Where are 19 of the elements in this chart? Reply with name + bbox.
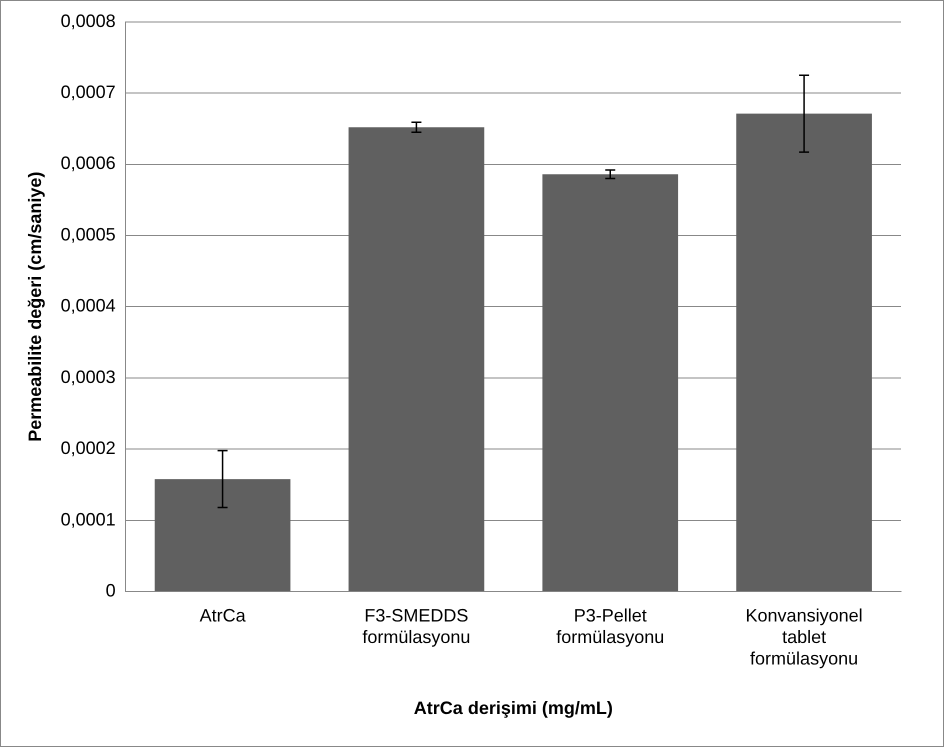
bar	[736, 114, 872, 592]
bar	[542, 174, 678, 592]
y-tick-label: 0,0007	[60, 82, 116, 102]
x-tick-label: AtrCa	[200, 605, 247, 626]
x-axis-title: AtrCa derişimi (mg/mL)	[414, 698, 613, 718]
x-tick-label: P3-Pellet formülasyonu	[556, 605, 664, 647]
y-tick-label: 0,0008	[60, 10, 116, 31]
y-tick-label: 0,0001	[60, 509, 116, 530]
bar	[348, 127, 484, 592]
y-axis-title: Permeabilite değeri (cm/saniye)	[24, 172, 45, 442]
x-tick-label: Konvansiyonel tablet formülasyonu	[746, 605, 863, 669]
y-tick-label: 0,0006	[60, 153, 116, 174]
y-tick-label: 0	[106, 580, 116, 601]
y-tick-label: 0,0005	[60, 224, 116, 244]
y-tick-label: 0,0004	[60, 296, 116, 316]
bar	[154, 479, 290, 592]
y-tick-label: 0,0002	[60, 438, 116, 458]
x-tick-label: F3-SMEDDS formülasyonu	[362, 605, 470, 647]
y-tick-label: 0,0003	[60, 366, 116, 387]
